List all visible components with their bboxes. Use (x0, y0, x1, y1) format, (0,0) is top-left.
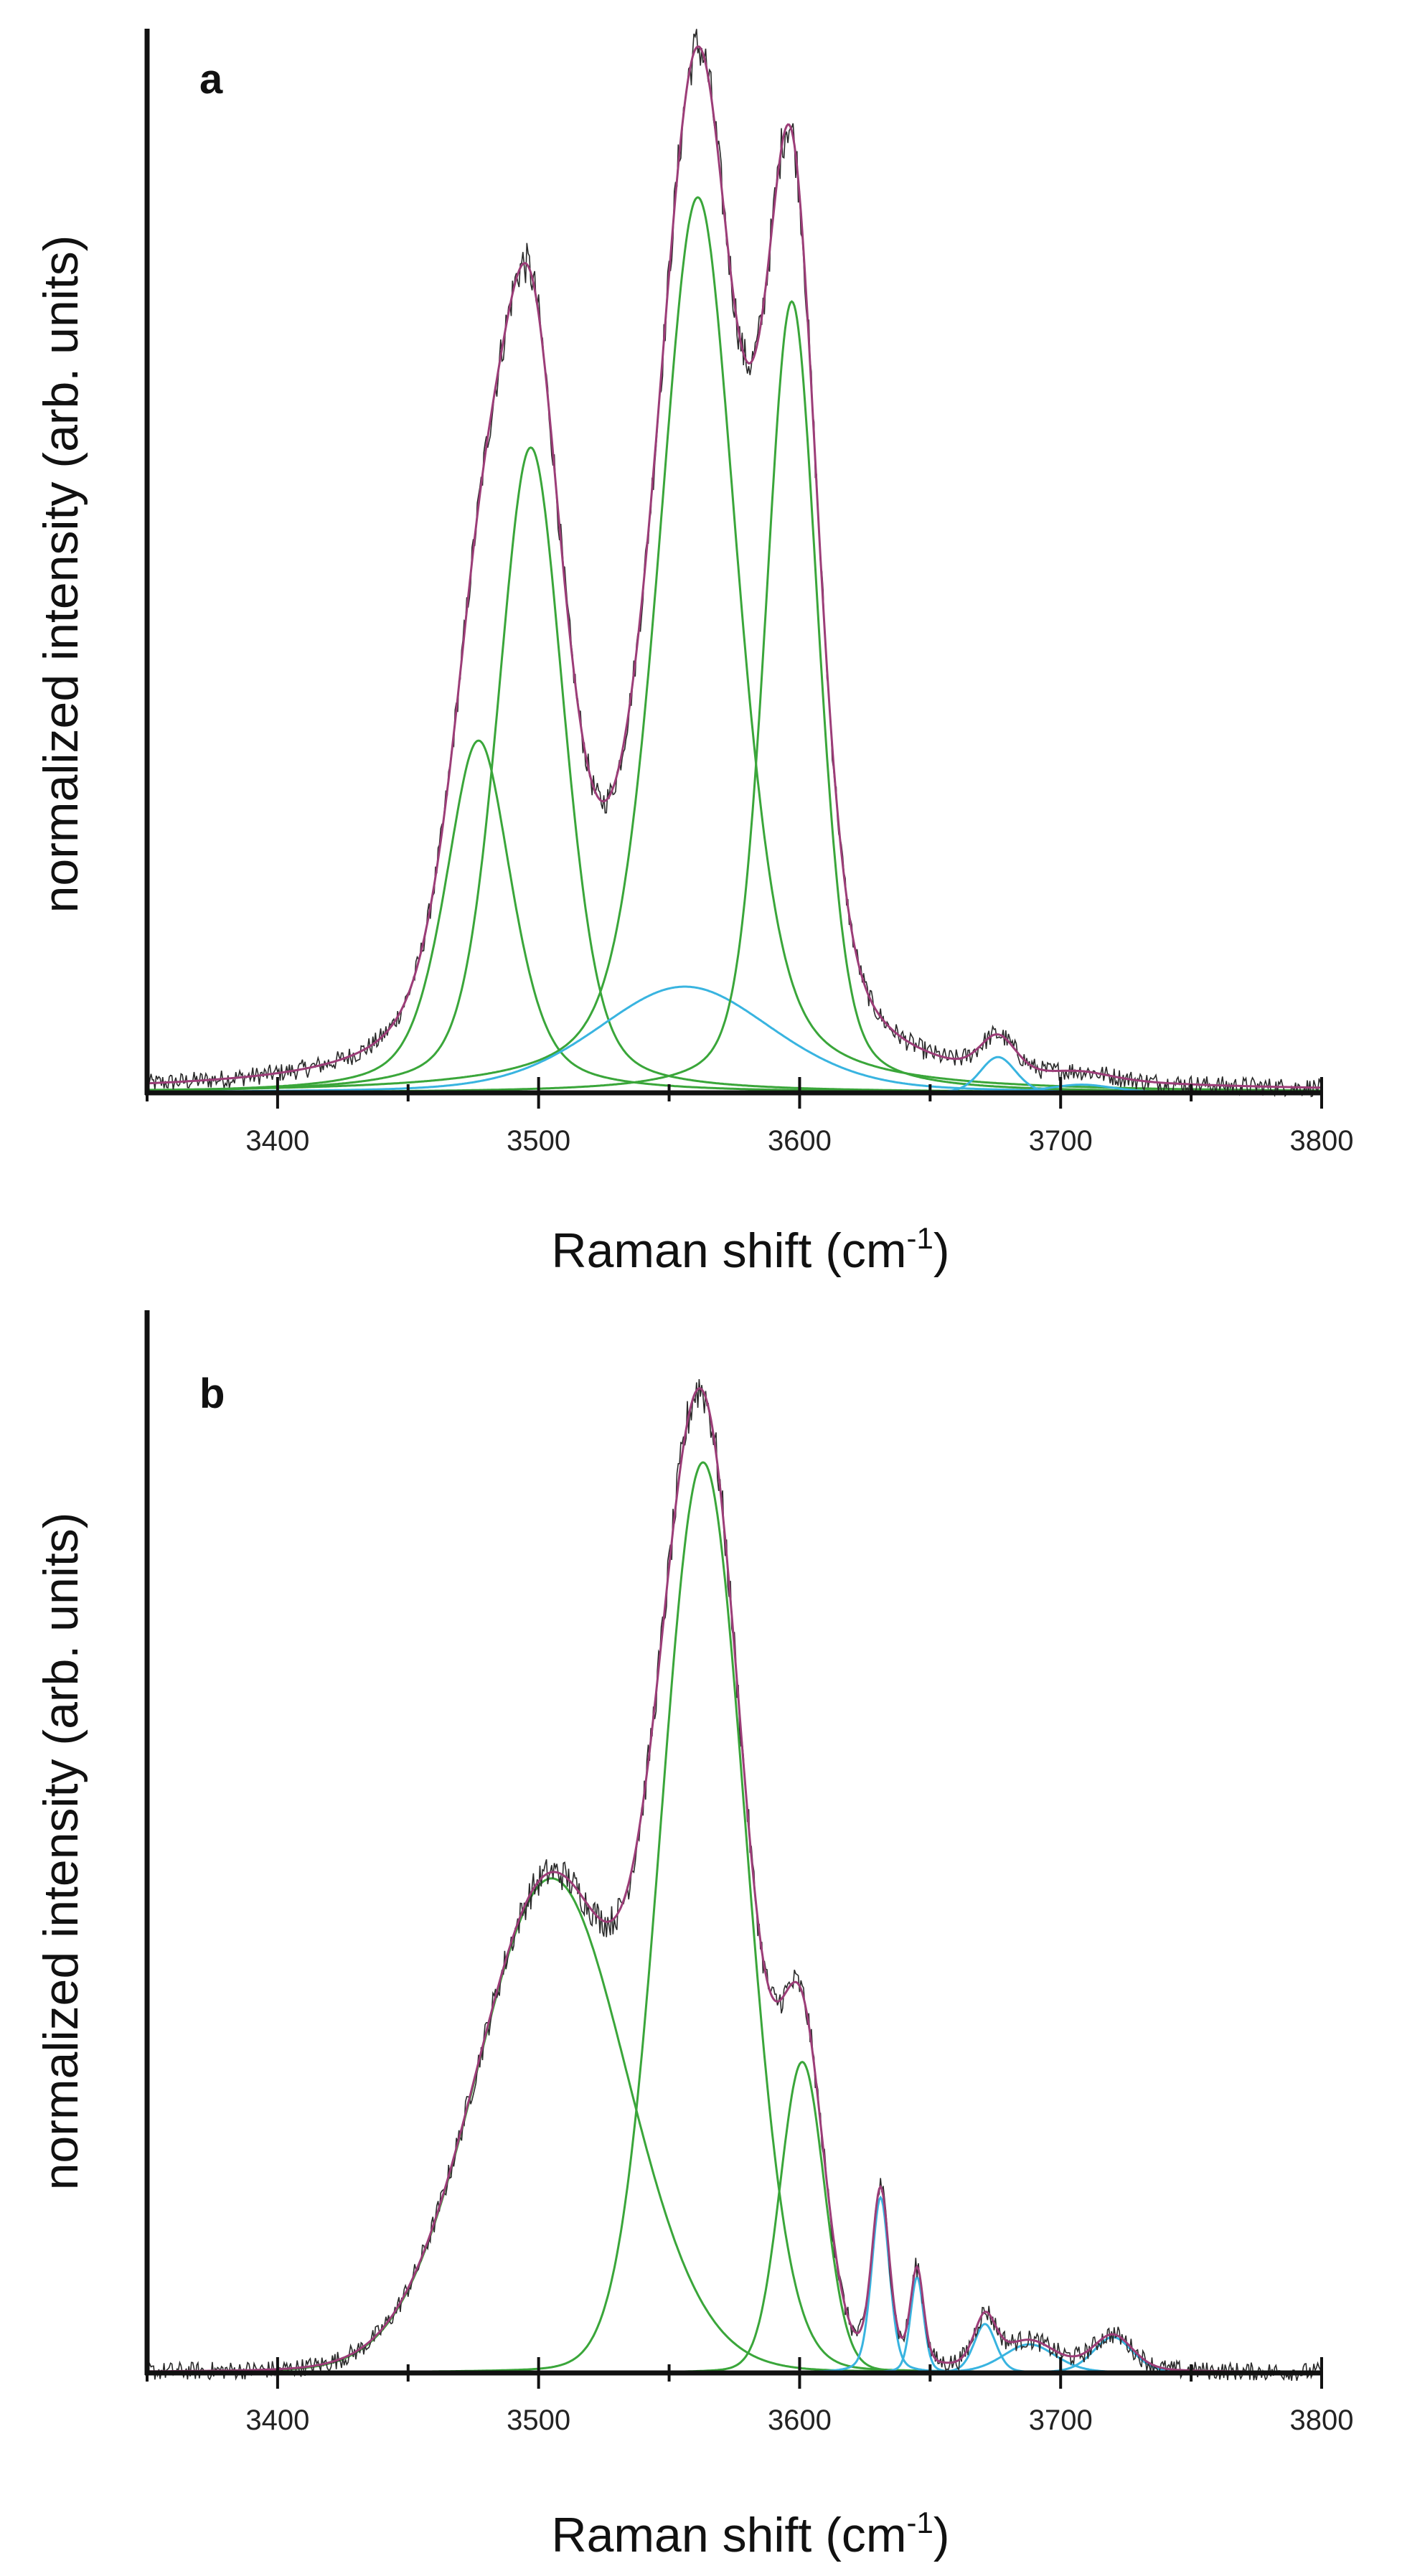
panel-a-component-1 (147, 739, 1322, 1094)
panel-b-label: b (199, 1371, 225, 1417)
panel-a-measured-spectrum (146, 29, 1322, 1098)
panel-b-xtick-label: 3800 (1290, 2405, 1354, 2436)
panel-b-fit-envelope (147, 1387, 1322, 2374)
panel-a-ylabel: normalized intensity (arb. units) (34, 235, 88, 913)
panel-b-xtick-label: 3500 (507, 2405, 570, 2436)
panel-a-label: a (199, 56, 223, 103)
panel-a: a normalized intensity (arb. units) Rama… (34, 29, 1353, 1278)
panel-a-xlabel: Raman shift (cm-1) (551, 1221, 949, 1278)
panel-b: b normalized intensity (arb. units) Rama… (34, 1310, 1353, 2562)
panel-a-component-2 (146, 446, 1322, 1094)
panel-b-component-1 (147, 1877, 1322, 2374)
panel-a-xlabel-main: Raman shift (cm (551, 1223, 906, 1278)
panel-a-fit-envelope (146, 45, 1322, 1089)
panel-b-xtick-label: 3400 (245, 2405, 309, 2436)
panel-a-xtick-label: 3700 (1029, 1125, 1093, 1157)
panel-b-component-3 (147, 2060, 1322, 2374)
panel-b-xtick-label: 3600 (768, 2405, 832, 2436)
panel-a-component-3 (147, 196, 1322, 1092)
panel-a-component-4 (147, 985, 1322, 1094)
panel-a-xlabel-close: ) (933, 1223, 950, 1278)
panel-a-xtick-label: 3600 (768, 1125, 832, 1157)
panel-a-xtick-label: 3800 (1290, 1125, 1354, 1157)
panel-b-ylabel: normalized intensity (arb. units) (34, 1513, 88, 2191)
panel-a-xtick-label: 3400 (245, 1125, 309, 1157)
panel-b-xlabel-main: Raman shift (cm (551, 2508, 906, 2562)
panel-b-component-4 (147, 2195, 1322, 2374)
panel-b-component-2 (147, 1461, 1322, 2374)
panel-a-xtick-label: 3500 (507, 1125, 570, 1157)
panel-b-xlabel-close: ) (933, 2508, 950, 2562)
panel-a-component-5 (147, 300, 1322, 1094)
panel-b-xtick-label: 3700 (1029, 2405, 1093, 2436)
panel-b-measured-spectrum (146, 1378, 1322, 2382)
panel-b-xlabel-sup: -1 (906, 2506, 933, 2539)
panel-a-xlabel-sup: -1 (906, 1221, 933, 1255)
panel-b-xlabel: Raman shift (cm-1) (551, 2506, 949, 2562)
